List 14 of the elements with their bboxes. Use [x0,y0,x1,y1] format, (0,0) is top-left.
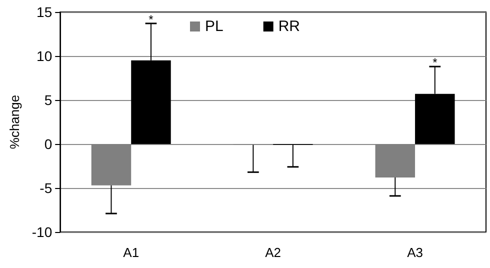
y-tick-label: -5 [40,180,52,196]
x-tick-label: A3 [407,245,423,260]
x-tick-label: A1 [123,245,140,260]
y-tick-label: 5 [44,92,52,108]
y-tick-label: 15 [36,4,52,20]
y-tick-label: 10 [36,48,52,64]
y-tick-label: 0 [44,136,52,152]
x-tick-label: A2 [265,245,282,260]
y-tick-label: -10 [32,224,52,240]
legend-label: RR [278,18,300,35]
legend-label: PL [204,18,224,35]
y-axis-title: %change [7,94,22,150]
data-label: * [432,56,438,70]
data-label: * [148,12,154,26]
